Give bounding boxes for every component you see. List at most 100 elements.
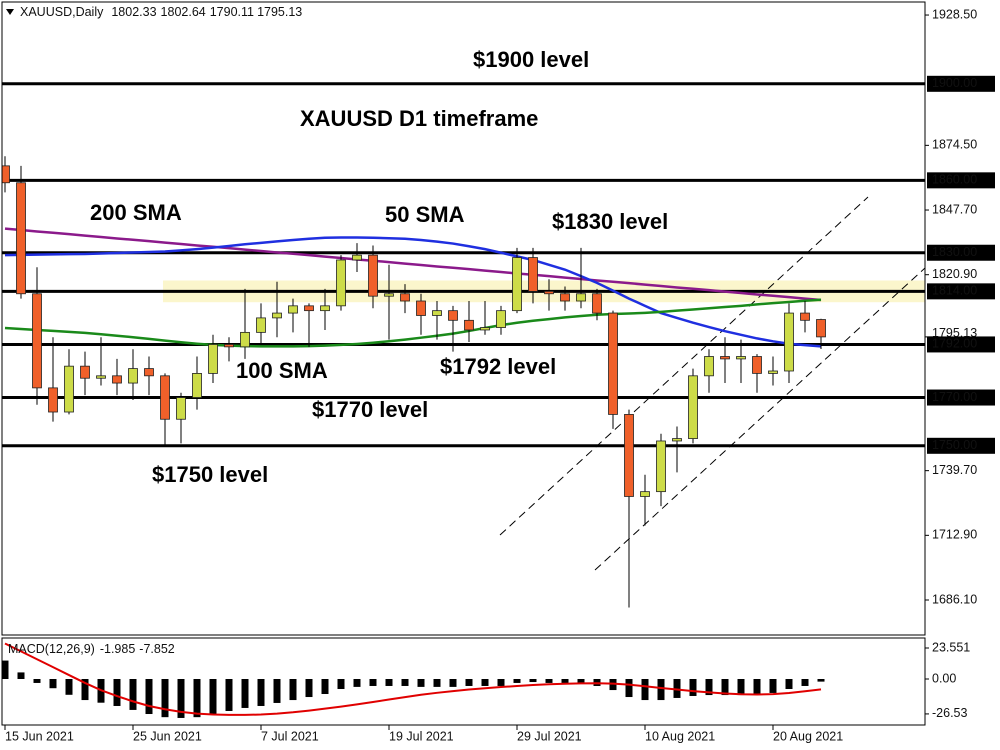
candle-body: [704, 356, 714, 377]
header-arrow: [6, 9, 14, 15]
candle-body: [528, 257, 538, 292]
macd-bar: [305, 678, 313, 698]
macd-bar: [385, 678, 393, 686]
low: 1790.11: [210, 5, 254, 19]
candle-body: [224, 344, 234, 348]
x-tick-label: 20 Aug 2021: [773, 729, 843, 743]
x-tick-label: 19 Jul 2021: [389, 729, 454, 743]
candle-body: [368, 254, 378, 297]
macd-bar: [209, 678, 217, 715]
candle-body: [176, 397, 186, 420]
macd-title: MACD(12,26,9): [8, 642, 95, 656]
macd-bar: [241, 678, 249, 708]
macd-bar: [689, 678, 697, 696]
macd-bar: [225, 678, 233, 711]
channel-line: [594, 267, 925, 571]
macd-bar: [433, 678, 441, 687]
macd-bar: [817, 678, 825, 682]
y-tick-label: 1928.50: [932, 7, 977, 21]
candle-body: [672, 438, 682, 442]
candle-body: [464, 319, 474, 331]
x-tick-label: 10 Aug 2021: [645, 729, 715, 743]
candle-layer: [2, 156, 826, 608]
annotation: $1830 level: [552, 209, 668, 234]
level-label: 1900.00: [932, 76, 977, 90]
macd-frame: [1, 637, 926, 726]
candle-body: [400, 293, 410, 302]
annotation: $1900 level: [473, 47, 589, 72]
level-layer: [2, 82, 925, 448]
annotation: $1750 level: [152, 462, 268, 487]
macd-bar: [401, 678, 409, 686]
macd-bar: [561, 678, 569, 683]
macd-bar: [721, 678, 729, 696]
level-label: 1830.00: [932, 245, 977, 259]
ma-layer: [4, 227, 822, 348]
y-tick-label: -26.53: [932, 706, 967, 720]
candle-body: [64, 365, 74, 413]
candle-body: [480, 327, 490, 331]
macd-panel: [2, 642, 825, 718]
macd-bar: [81, 678, 89, 701]
candle-body: [608, 312, 618, 415]
macd-bar: [577, 678, 585, 685]
macd-bar: [33, 678, 41, 683]
candle-body: [320, 305, 330, 312]
macd-bar: [337, 678, 345, 690]
level-box: [927, 283, 995, 300]
macd-value: -1.985: [100, 642, 135, 656]
macd-bar: [161, 678, 169, 718]
macd-bar: [65, 678, 73, 695]
macd-bar: [449, 678, 457, 687]
open: 1802.33: [111, 5, 156, 19]
signal-value: -7.852: [139, 642, 174, 656]
macd-bar: [737, 678, 745, 696]
macd-bar: [417, 678, 425, 687]
macd-bar: [497, 678, 505, 686]
candle-body: [688, 375, 698, 439]
macd-header: MACD(12,26,9) -1.985 -7.852: [8, 642, 175, 656]
x-tick-label: 7 Jul 2021: [261, 729, 319, 743]
sma-line: [4, 298, 822, 348]
y-tick-label: 1847.70: [932, 202, 977, 216]
macd-bar: [529, 678, 537, 683]
x-tick-label: 15 Jun 2021: [5, 729, 74, 743]
level-box: [927, 75, 995, 92]
annotation-layer: 200 SMA 50 SMA 100 SMA $1900 level XAUUSD D1…: [90, 47, 668, 487]
sma-label: 200 SMA: [90, 200, 182, 225]
candle-body: [560, 293, 570, 302]
candle-body: [80, 365, 90, 379]
macd-bar: [113, 678, 121, 706]
macd-bar: [481, 678, 489, 686]
macd-bar: [17, 672, 25, 679]
price-frame: [1, 1, 926, 636]
candle-body: [800, 312, 810, 321]
sma-label: 100 SMA: [236, 358, 328, 383]
candle-body: [272, 312, 282, 319]
level-box: [927, 172, 995, 189]
macd-bar: [801, 678, 809, 686]
macd-bar: [353, 678, 361, 687]
candle-body: [816, 319, 826, 338]
macd-bar: [145, 678, 153, 715]
candle-body: [736, 356, 746, 360]
level-label: 1770.00: [932, 390, 977, 404]
macd-bar: [177, 678, 185, 718]
macd-bar: [2, 660, 9, 679]
candle-body: [512, 257, 522, 312]
y-tick-label: 1820.90: [932, 267, 977, 281]
macd-bar: [769, 678, 777, 693]
candle-body: [624, 414, 634, 497]
candle-body: [432, 310, 442, 316]
macd-bar: [785, 678, 793, 690]
candle-body: [768, 370, 778, 374]
candle-body: [656, 440, 666, 493]
candle-body: [640, 491, 650, 497]
y-tick-label: 1686.10: [932, 592, 977, 606]
level-box: [927, 244, 995, 261]
high: 1802.64: [161, 5, 206, 19]
macd-bar: [289, 678, 297, 701]
candle-body: [752, 356, 762, 374]
macd-bar: [657, 678, 665, 701]
